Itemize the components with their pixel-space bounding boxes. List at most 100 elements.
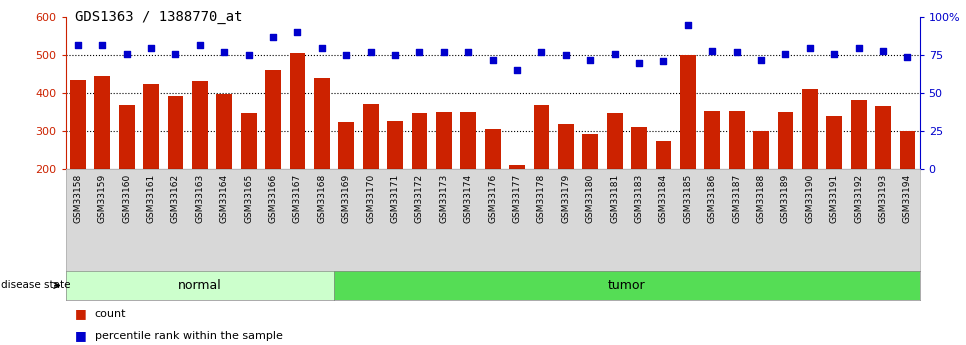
Bar <box>338 121 355 169</box>
Bar <box>167 96 184 169</box>
Bar <box>704 111 721 169</box>
Bar <box>899 131 916 169</box>
Point <box>363 49 379 55</box>
Text: GSM33178: GSM33178 <box>537 174 546 224</box>
Point <box>582 57 598 62</box>
Text: GSM33164: GSM33164 <box>220 174 229 223</box>
Point <box>534 49 550 55</box>
Point <box>71 42 86 47</box>
Bar <box>680 55 696 169</box>
Text: ■: ■ <box>75 307 87 320</box>
Text: GSM33166: GSM33166 <box>269 174 277 224</box>
Bar <box>631 127 647 169</box>
Text: GSM33169: GSM33169 <box>342 174 351 224</box>
Point <box>607 51 622 57</box>
Point <box>95 42 110 47</box>
Text: ■: ■ <box>75 329 87 343</box>
Point <box>875 48 891 53</box>
Bar <box>558 124 574 169</box>
Point <box>436 49 451 55</box>
Point <box>314 45 329 50</box>
Point <box>290 30 305 35</box>
Point <box>143 45 158 50</box>
Point <box>241 52 256 58</box>
Point <box>192 42 208 47</box>
Text: GSM33184: GSM33184 <box>659 174 668 223</box>
Text: GSM33162: GSM33162 <box>171 174 180 223</box>
Point <box>412 49 427 55</box>
Bar <box>778 112 793 169</box>
Point <box>899 54 915 59</box>
Bar <box>314 78 329 169</box>
Text: GSM33158: GSM33158 <box>73 174 82 224</box>
Point <box>851 45 867 50</box>
Text: GSM33163: GSM33163 <box>195 174 205 224</box>
Bar <box>509 165 525 169</box>
Text: GSM33192: GSM33192 <box>854 174 864 223</box>
Bar <box>802 89 818 169</box>
Point <box>680 22 696 28</box>
Bar <box>387 121 403 169</box>
Bar <box>290 53 305 169</box>
Bar <box>70 80 86 169</box>
Text: GSM33187: GSM33187 <box>732 174 741 224</box>
Text: GSM33167: GSM33167 <box>293 174 302 224</box>
Point <box>778 51 793 57</box>
Text: GSM33181: GSM33181 <box>611 174 619 224</box>
Point <box>753 57 769 62</box>
Point <box>461 49 476 55</box>
Bar <box>436 112 452 169</box>
Text: GSM33193: GSM33193 <box>878 174 888 224</box>
Point <box>656 59 671 64</box>
Point <box>558 52 574 58</box>
Bar <box>95 76 110 169</box>
Text: GSM33190: GSM33190 <box>806 174 814 224</box>
Text: GSM33160: GSM33160 <box>122 174 131 224</box>
Text: GSM33191: GSM33191 <box>830 174 838 224</box>
Text: GSM33177: GSM33177 <box>513 174 522 224</box>
Text: GSM33159: GSM33159 <box>98 174 107 224</box>
Bar <box>656 141 671 169</box>
Point <box>168 51 184 57</box>
Text: disease state: disease state <box>1 280 71 290</box>
Bar <box>753 131 769 169</box>
Bar <box>826 116 842 169</box>
Point <box>729 49 745 55</box>
Text: GSM33170: GSM33170 <box>366 174 375 224</box>
Text: GSM33173: GSM33173 <box>440 174 448 224</box>
Text: GSM33185: GSM33185 <box>683 174 693 224</box>
Bar <box>119 105 134 169</box>
Bar <box>265 70 281 169</box>
Text: GSM33171: GSM33171 <box>390 174 400 224</box>
Text: GSM33186: GSM33186 <box>708 174 717 224</box>
Text: tumor: tumor <box>608 279 645 292</box>
Bar <box>216 94 232 169</box>
Bar <box>461 112 476 169</box>
Point <box>387 52 403 58</box>
Bar <box>533 105 550 169</box>
Text: GSM33168: GSM33168 <box>318 174 327 224</box>
Point <box>485 57 500 62</box>
Text: GSM33174: GSM33174 <box>464 174 472 223</box>
Text: GSM33189: GSM33189 <box>781 174 790 224</box>
Text: GDS1363 / 1388770_at: GDS1363 / 1388770_at <box>75 10 242 24</box>
Point <box>632 60 647 66</box>
Point <box>119 51 134 57</box>
Text: GSM33179: GSM33179 <box>561 174 570 224</box>
Point <box>509 68 525 73</box>
Bar <box>728 111 745 169</box>
Text: GSM33161: GSM33161 <box>147 174 156 224</box>
Text: GSM33165: GSM33165 <box>244 174 253 224</box>
Bar <box>582 134 598 169</box>
Bar <box>241 113 257 169</box>
Text: GSM33176: GSM33176 <box>488 174 497 224</box>
Text: percentile rank within the sample: percentile rank within the sample <box>95 331 282 341</box>
Text: normal: normal <box>178 279 222 292</box>
Text: GSM33183: GSM33183 <box>635 174 643 224</box>
Bar <box>607 113 622 169</box>
Bar <box>412 113 427 169</box>
Bar <box>875 106 891 169</box>
Point <box>827 51 842 57</box>
Bar <box>851 100 867 169</box>
Point <box>216 49 232 55</box>
